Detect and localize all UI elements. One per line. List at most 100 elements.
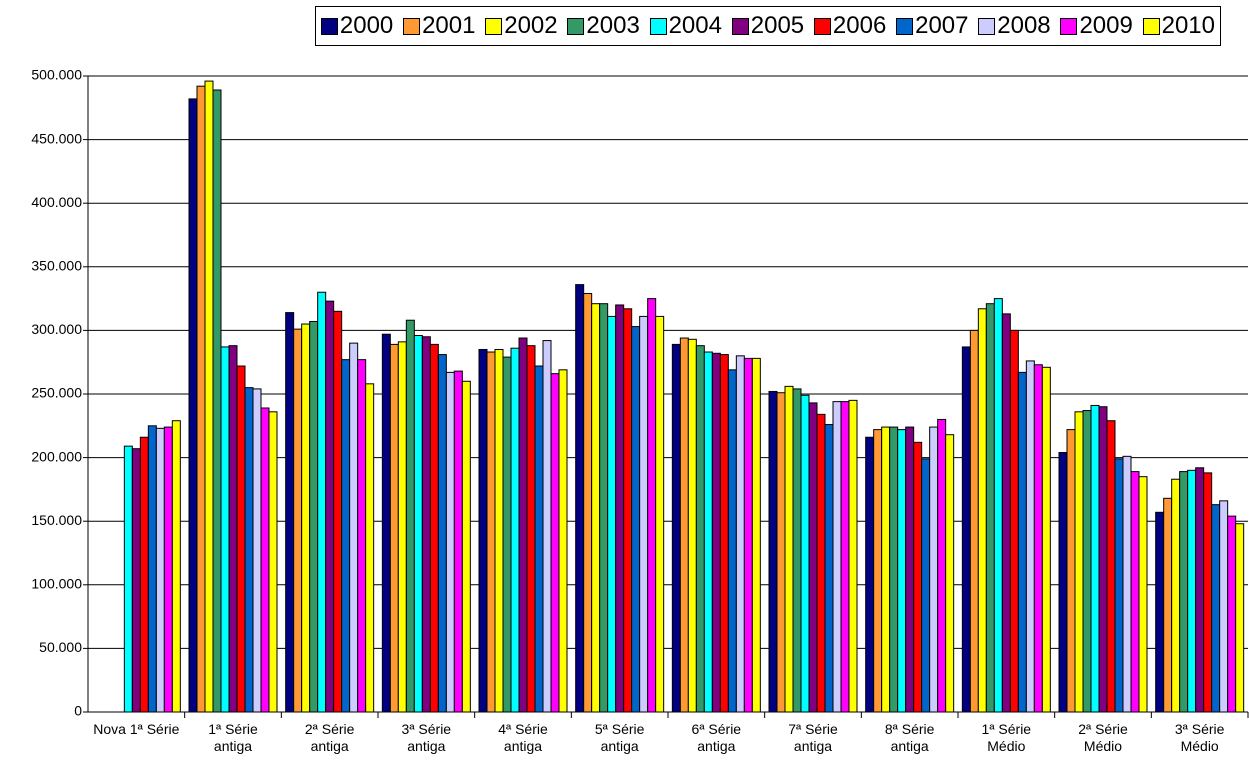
- bar: [865, 436, 875, 713]
- bar: [905, 426, 915, 713]
- bar: [486, 351, 496, 713]
- bar: [147, 425, 157, 713]
- bar: [711, 352, 721, 713]
- bar: [461, 380, 471, 713]
- bar: [1009, 329, 1019, 713]
- bar: [1066, 429, 1076, 713]
- legend-swatch: [1142, 17, 1160, 35]
- bar: [591, 303, 601, 713]
- bar: [615, 304, 625, 713]
- bar: [599, 303, 609, 713]
- legend-item: 2010: [1142, 12, 1215, 40]
- legend-swatch: [1060, 17, 1078, 35]
- legend-label: 2010: [1161, 12, 1215, 39]
- bar: [389, 343, 399, 713]
- x-tick-label: 1ª Série Médio: [981, 721, 1032, 754]
- legend-label: 2005: [750, 12, 805, 39]
- legend-label: 2007: [915, 12, 969, 39]
- bar: [228, 345, 238, 713]
- bar: [993, 298, 1003, 713]
- bar: [1033, 364, 1043, 713]
- bar: [840, 401, 850, 713]
- bar: [695, 345, 705, 713]
- bar: [260, 407, 270, 713]
- legend-swatch: [731, 17, 749, 35]
- bar: [163, 426, 173, 713]
- bar: [607, 315, 617, 713]
- bar: [735, 355, 745, 713]
- y-tick-label: 250.000: [31, 385, 82, 401]
- x-tick-label: 3ª Série Médio: [1174, 721, 1225, 754]
- bar: [1155, 511, 1165, 713]
- x-tick-label: 4ª Série antiga: [498, 721, 548, 754]
- bar: [768, 390, 778, 713]
- legend-swatch: [813, 17, 831, 35]
- x-tick-label: Nova 1ª Série: [93, 721, 180, 737]
- legend-label: 2001: [422, 12, 476, 39]
- bar: [889, 426, 899, 713]
- legend-item: 2001: [403, 12, 475, 40]
- bar: [1179, 471, 1189, 713]
- bar: [502, 356, 512, 713]
- bar: [1187, 469, 1197, 713]
- bar: [687, 338, 697, 713]
- legend-swatch: [485, 17, 503, 35]
- bar: [623, 308, 633, 713]
- bar: [171, 420, 181, 713]
- y-tick-label: 300.000: [31, 321, 82, 337]
- bar: [1106, 420, 1116, 713]
- bar: [542, 340, 552, 713]
- x-tick-label: 2ª Série antiga: [304, 721, 355, 754]
- y-tick-label: 0: [74, 703, 82, 719]
- bar: [437, 354, 447, 713]
- bar: [647, 298, 657, 713]
- bar: [421, 336, 431, 713]
- bar: [285, 312, 295, 713]
- bar: [405, 319, 415, 713]
- y-tick-label: 200.000: [31, 448, 82, 464]
- y-tick-label: 50.000: [39, 639, 82, 655]
- bar: [357, 359, 367, 713]
- x-tick-label: 7ª Série antiga: [788, 721, 838, 754]
- bar: [1122, 455, 1132, 713]
- legend-swatch: [978, 17, 996, 35]
- bar: [429, 343, 439, 713]
- bar: [453, 370, 463, 713]
- bar: [550, 373, 560, 713]
- bar: [123, 445, 133, 713]
- bar: [816, 413, 826, 713]
- bar: [985, 303, 995, 713]
- bar: [494, 348, 504, 713]
- bar: [1114, 458, 1124, 713]
- legend-item: 2004: [649, 12, 722, 40]
- bar: [301, 323, 311, 713]
- bar: [1203, 472, 1213, 713]
- legend-swatch: [320, 17, 338, 35]
- y-tick-label: 350.000: [31, 258, 82, 274]
- bar: [977, 308, 987, 713]
- legend-item: 2009: [1060, 12, 1133, 40]
- bar: [808, 402, 818, 713]
- y-tick-label: 100.000: [31, 576, 82, 592]
- bar: [155, 427, 165, 713]
- bar: [526, 345, 536, 713]
- y-tick-label: 450.000: [31, 130, 82, 146]
- bar: [679, 337, 689, 713]
- bar: [937, 418, 947, 713]
- x-tick-label: 3ª Série antiga: [401, 721, 452, 754]
- bar: [325, 300, 335, 713]
- legend-label: 2009: [1079, 12, 1133, 39]
- bar: [309, 320, 319, 713]
- legend-swatch: [649, 17, 667, 35]
- bar: [583, 293, 593, 713]
- bar: [1235, 523, 1245, 713]
- legend-item: 2007: [896, 12, 968, 40]
- legend-item: 2002: [485, 12, 558, 40]
- bar: [784, 385, 794, 713]
- bar: [252, 388, 262, 713]
- bar: [1001, 313, 1011, 713]
- bar: [703, 351, 713, 713]
- bar: [848, 399, 858, 713]
- bar: [1227, 515, 1237, 713]
